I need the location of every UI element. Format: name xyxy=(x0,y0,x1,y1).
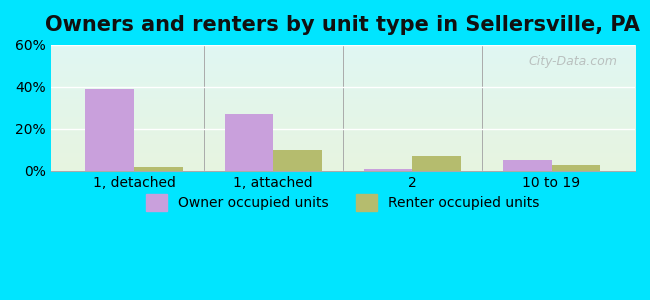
Bar xyxy=(85,89,134,171)
Title: Owners and renters by unit type in Sellersville, PA: Owners and renters by unit type in Selle… xyxy=(46,15,640,35)
Text: City-Data.com: City-Data.com xyxy=(528,55,618,68)
Bar xyxy=(503,160,551,171)
Bar xyxy=(551,165,600,171)
Bar xyxy=(273,150,322,171)
Legend: Owner occupied units, Renter occupied units: Owner occupied units, Renter occupied un… xyxy=(140,189,545,217)
Bar xyxy=(412,156,461,171)
Bar xyxy=(224,114,273,171)
Bar xyxy=(364,169,412,171)
Bar xyxy=(134,167,183,171)
